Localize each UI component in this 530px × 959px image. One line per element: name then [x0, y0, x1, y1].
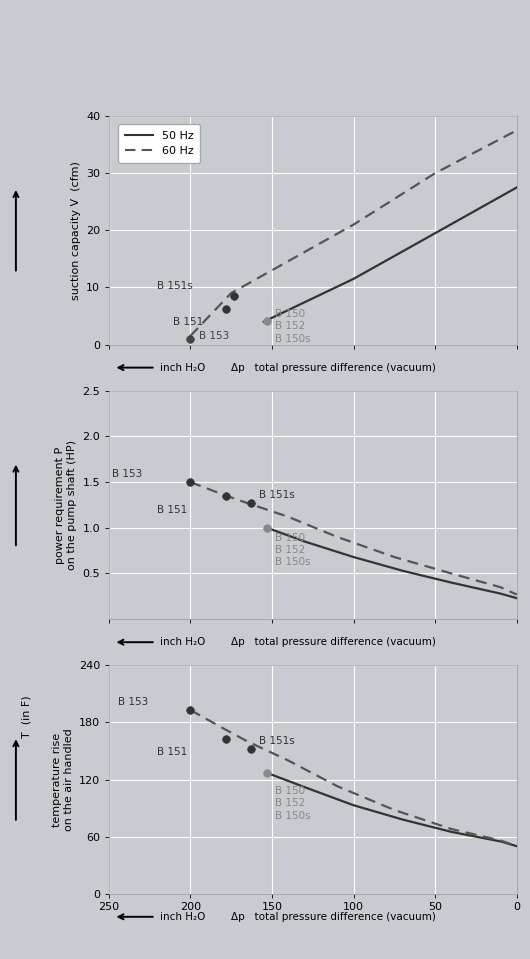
Text: inch H₂O: inch H₂O — [160, 637, 205, 647]
Text: B 151: B 151 — [157, 504, 187, 515]
Text: B 151s: B 151s — [156, 281, 192, 292]
Text: inch H₂O: inch H₂O — [160, 363, 205, 373]
Text: B 150
B 152
B 150s: B 150 B 152 B 150s — [275, 309, 311, 343]
Text: B 151: B 151 — [173, 316, 204, 327]
Text: Δp   total pressure difference (vacuum): Δp total pressure difference (vacuum) — [231, 637, 436, 647]
Y-axis label: power requirement P
on the pump shaft (HP): power requirement P on the pump shaft (H… — [56, 440, 77, 570]
Y-axis label: temperature rise
on the air handled: temperature rise on the air handled — [52, 728, 74, 830]
Legend: 50 Hz, 60 Hz: 50 Hz, 60 Hz — [118, 124, 200, 163]
Text: Δp   total pressure difference (vacuum): Δp total pressure difference (vacuum) — [231, 912, 436, 922]
Text: Δp   total pressure difference (vacuum): Δp total pressure difference (vacuum) — [231, 363, 436, 373]
Text: B 153: B 153 — [199, 331, 229, 341]
Text: B 151s: B 151s — [259, 490, 295, 500]
Text: B 153: B 153 — [118, 696, 148, 707]
Text: T  (in F): T (in F) — [22, 695, 31, 738]
Text: B 150
B 152
B 150s: B 150 B 152 B 150s — [275, 532, 311, 568]
Text: B 150
B 152
B 150s: B 150 B 152 B 150s — [275, 786, 311, 821]
Text: B 151s: B 151s — [259, 736, 295, 746]
Text: B 153: B 153 — [112, 469, 143, 479]
Y-axis label: suction capacity V  (cfm): suction capacity V (cfm) — [70, 161, 81, 300]
Text: B 151: B 151 — [157, 747, 187, 758]
Text: inch H₂O: inch H₂O — [160, 912, 205, 922]
